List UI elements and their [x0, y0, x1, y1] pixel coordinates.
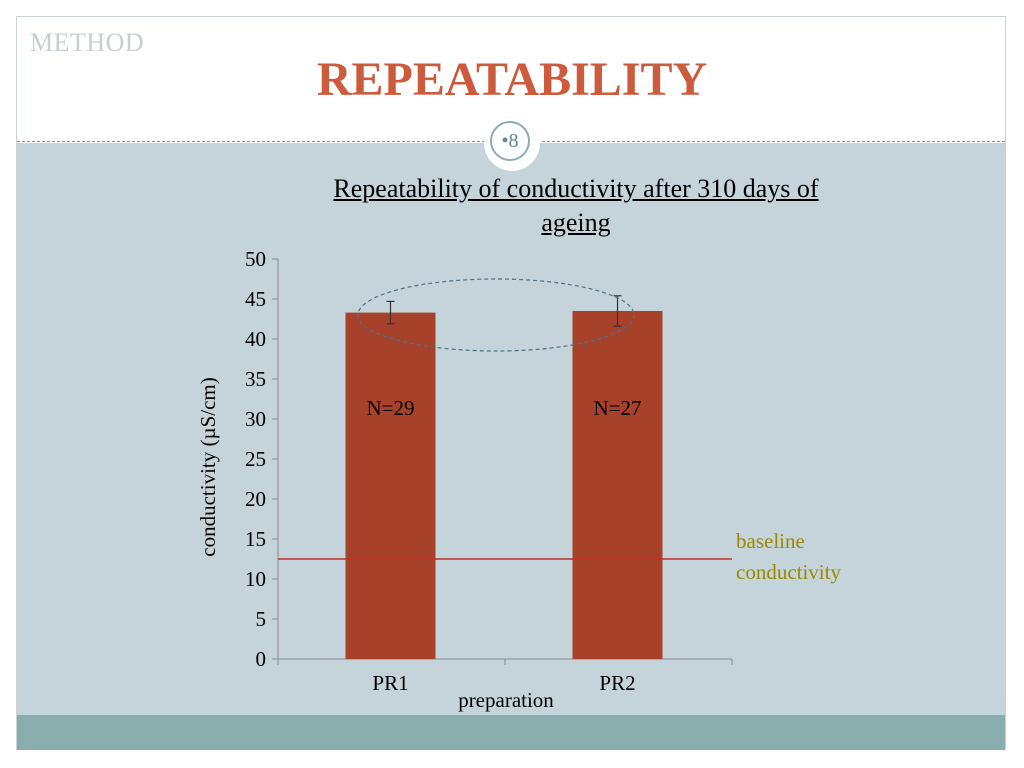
y-tick-label: 35: [245, 367, 266, 391]
baseline-label-line-1: baseline: [736, 529, 805, 553]
y-tick-label: 15: [245, 527, 266, 551]
footer-band: [17, 715, 1005, 750]
x-axis-title: preparation: [458, 688, 554, 712]
bar-data-label: N=29: [366, 396, 414, 420]
y-axis-title: conductivity (µS/cm): [196, 377, 220, 556]
x-tick-label: PR1: [372, 671, 408, 695]
bar: [345, 312, 436, 659]
highlight-ellipse: [357, 278, 635, 352]
y-tick-label: 5: [256, 607, 267, 631]
x-tick-label: PR2: [599, 671, 635, 695]
bar-data-label: N=27: [593, 396, 641, 420]
y-tick-label: 10: [245, 567, 266, 591]
y-tick-label: 50: [245, 247, 266, 271]
y-tick-label: 20: [245, 487, 266, 511]
content-area: [17, 143, 1005, 715]
baseline-label: baseline conductivity: [736, 526, 841, 588]
section-label: METHOD: [30, 28, 145, 57]
chart-title: Repeatability of conductivity after 310 …: [333, 174, 819, 237]
y-tick-label: 0: [256, 647, 267, 671]
baseline-label-line-2: conductivity: [736, 560, 841, 584]
slide-title: REPEATABILITY: [316, 53, 708, 106]
page-number: •8: [490, 121, 530, 161]
bar: [572, 311, 663, 659]
y-tick-label: 30: [245, 407, 266, 431]
y-tick-label: 40: [245, 327, 266, 351]
y-tick-label: 25: [245, 447, 266, 471]
y-tick-label: 45: [245, 287, 266, 311]
